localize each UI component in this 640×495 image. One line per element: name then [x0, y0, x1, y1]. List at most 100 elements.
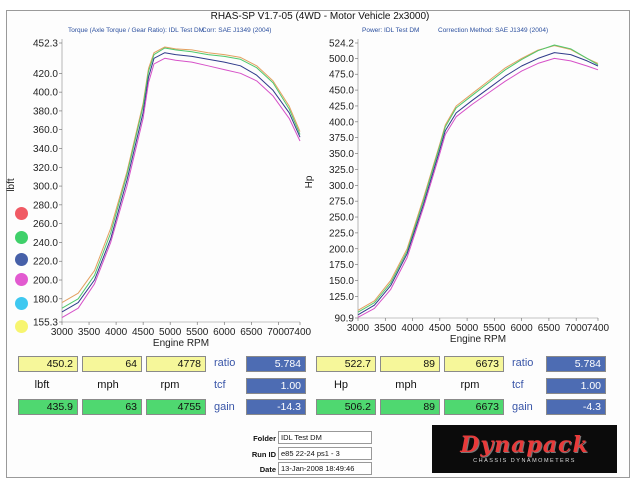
power-x-tick-label: 6500 — [538, 323, 561, 334]
power-series-line-1 — [357, 45, 599, 311]
right-peak-hp: 522.7 — [316, 356, 376, 372]
torque-series-line-1 — [61, 46, 301, 304]
torque-y-tick-label: 155.3 — [33, 318, 58, 329]
power-series-line-2 — [357, 44, 599, 313]
left-plot-header: Torque (Axle Torque / Gear Ratio): IDL T… — [68, 27, 205, 34]
folder-value: IDL Test DM — [278, 431, 372, 444]
left-corr-header: Corr: SAE J1349 (2004) — [202, 27, 272, 34]
right-base-rpm: 6673 — [444, 399, 504, 415]
power-y-tick-label: 375.0 — [329, 133, 354, 144]
power-y-tick-label: 175.0 — [329, 260, 354, 271]
power-y-tick-label: 425.0 — [329, 101, 354, 112]
report-title: RHAS-SP V1.7-05 (4WD - Motor Vehicle 2x3… — [210, 11, 430, 22]
power-y-tick-label: 400.0 — [329, 117, 354, 128]
right-unit-mph: mph — [395, 379, 417, 391]
run-dot-magenta[interactable] — [15, 273, 28, 286]
run-dot-yellow[interactable] — [15, 320, 28, 333]
torque-y-axis-label: lbft — [6, 178, 17, 192]
left-ratio-value: 5.784 — [246, 356, 306, 372]
torque-y-tick-label: 260.0 — [33, 219, 58, 230]
power-y-tick-label: 125.0 — [329, 292, 354, 303]
torque-y-tick-label: 380.0 — [33, 106, 58, 117]
torque-x-tick-label: 6000 — [213, 327, 236, 338]
torque-y-tick-label: 320.0 — [33, 163, 58, 174]
left-ratio-label: ratio — [214, 357, 236, 369]
left-unit-lbft: lbft — [34, 379, 50, 391]
torque-y-tick-label: 220.0 — [33, 257, 58, 268]
power-y-tick-label: 524.2 — [329, 39, 354, 50]
torque-x-tick-label: 3500 — [78, 327, 101, 338]
power-x-tick-label: 6000 — [511, 323, 534, 334]
power-series-line-3 — [357, 52, 599, 316]
torque-y-tick-label: 420.0 — [33, 69, 58, 80]
right-corr-header: Correction Method: SAE J1349 (2004) — [438, 27, 549, 34]
power-y-tick-label: 300.0 — [329, 181, 354, 192]
power-x-tick-label: 3000 — [347, 323, 370, 334]
power-y-tick-label: 325.0 — [329, 165, 354, 176]
power-y-tick-label: 250.0 — [329, 213, 354, 224]
torque-y-tick-label: 200.0 — [33, 276, 58, 287]
power-x-tick-label: 7000 — [565, 323, 588, 334]
left-base-lbft: 435.9 — [18, 399, 78, 415]
right-peak-rpm: 6673 — [444, 356, 504, 372]
folder-label: Folder — [253, 434, 276, 443]
torque-y-tick-label: 180.0 — [33, 294, 58, 305]
left-unit-rpm: rpm — [160, 379, 180, 391]
torque-y-tick-label: 360.0 — [33, 125, 58, 136]
power-y-tick-label: 450.0 — [329, 86, 354, 97]
left-gain-value: -14.3 — [246, 399, 306, 415]
power-x-tick-label: 3500 — [374, 323, 397, 334]
left-gain-label: gain — [214, 401, 235, 413]
torque-x-tick-label: 5500 — [186, 327, 209, 338]
run-dot-green[interactable] — [15, 231, 28, 244]
left-unit-mph: mph — [97, 379, 119, 391]
right-base-mph: 89 — [380, 399, 440, 415]
power-x-axis-label: Engine RPM — [450, 334, 506, 345]
run-dot-red[interactable] — [15, 207, 28, 220]
power-y-tick-label: 150.0 — [329, 276, 354, 287]
dynapack-logo-panel: Dynapack CHASSIS DYNAMOMETERS — [432, 425, 617, 473]
torque-series-line-2 — [61, 47, 301, 309]
torque-x-tick-label: 7400 — [289, 327, 312, 338]
power-y-tick-label: 350.0 — [329, 149, 354, 160]
right-unit-rpm: rpm — [460, 379, 480, 391]
left-tcf-label: tcf — [214, 379, 226, 391]
right-base-hp: 506.2 — [316, 399, 376, 415]
torque-y-tick-label: 280.0 — [33, 200, 58, 211]
left-peak-mph: 64 — [82, 356, 142, 372]
torque-y-tick-label: 452.3 — [33, 39, 58, 50]
torque-x-axis-label: Engine RPM — [153, 338, 209, 349]
power-x-tick-label: 5000 — [456, 323, 479, 334]
torque-series-line-4 — [61, 57, 301, 319]
right-ratio-label: ratio — [512, 357, 534, 369]
run-dot-blue[interactable] — [15, 253, 28, 266]
torque-y-tick-label: 300.0 — [33, 182, 58, 193]
power-y-tick-label: 500.0 — [329, 54, 354, 65]
left-peak-rpm: 4778 — [146, 356, 206, 372]
run-dot-cyan[interactable] — [15, 297, 28, 310]
left-peak-lbft: 450.2 — [18, 356, 78, 372]
left-base-rpm: 4755 — [146, 399, 206, 415]
date-label: Date — [259, 465, 276, 474]
power-y-tick-label: 475.0 — [329, 70, 354, 81]
power-series-line-4 — [357, 57, 599, 318]
torque-x-tick-label: 6500 — [240, 327, 263, 338]
right-tcf-value: 1.00 — [546, 378, 606, 394]
power-x-tick-label: 4000 — [401, 323, 424, 334]
torque-y-tick-label: 400.0 — [33, 88, 58, 99]
power-x-tick-label: 7400 — [587, 323, 610, 334]
dynapack-logo-subtitle: CHASSIS DYNAMOMETERS — [473, 458, 576, 464]
dynapack-logo: Dynapack — [460, 432, 589, 458]
power-y-tick-label: 225.0 — [329, 228, 354, 239]
torque-series-line-3 — [61, 52, 301, 313]
power-y-tick-label: 200.0 — [329, 244, 354, 255]
left-base-mph: 63 — [82, 399, 142, 415]
date-value: 13-Jan-2008 18:49:46 — [278, 462, 372, 475]
right-gain-label: gain — [512, 401, 533, 413]
run-id-label: Run ID — [251, 450, 276, 459]
torque-x-tick-label: 7000 — [267, 327, 290, 338]
torque-y-tick-label: 340.0 — [33, 144, 58, 155]
torque-x-tick-label: 4000 — [105, 327, 128, 338]
torque-x-tick-label: 4500 — [132, 327, 155, 338]
